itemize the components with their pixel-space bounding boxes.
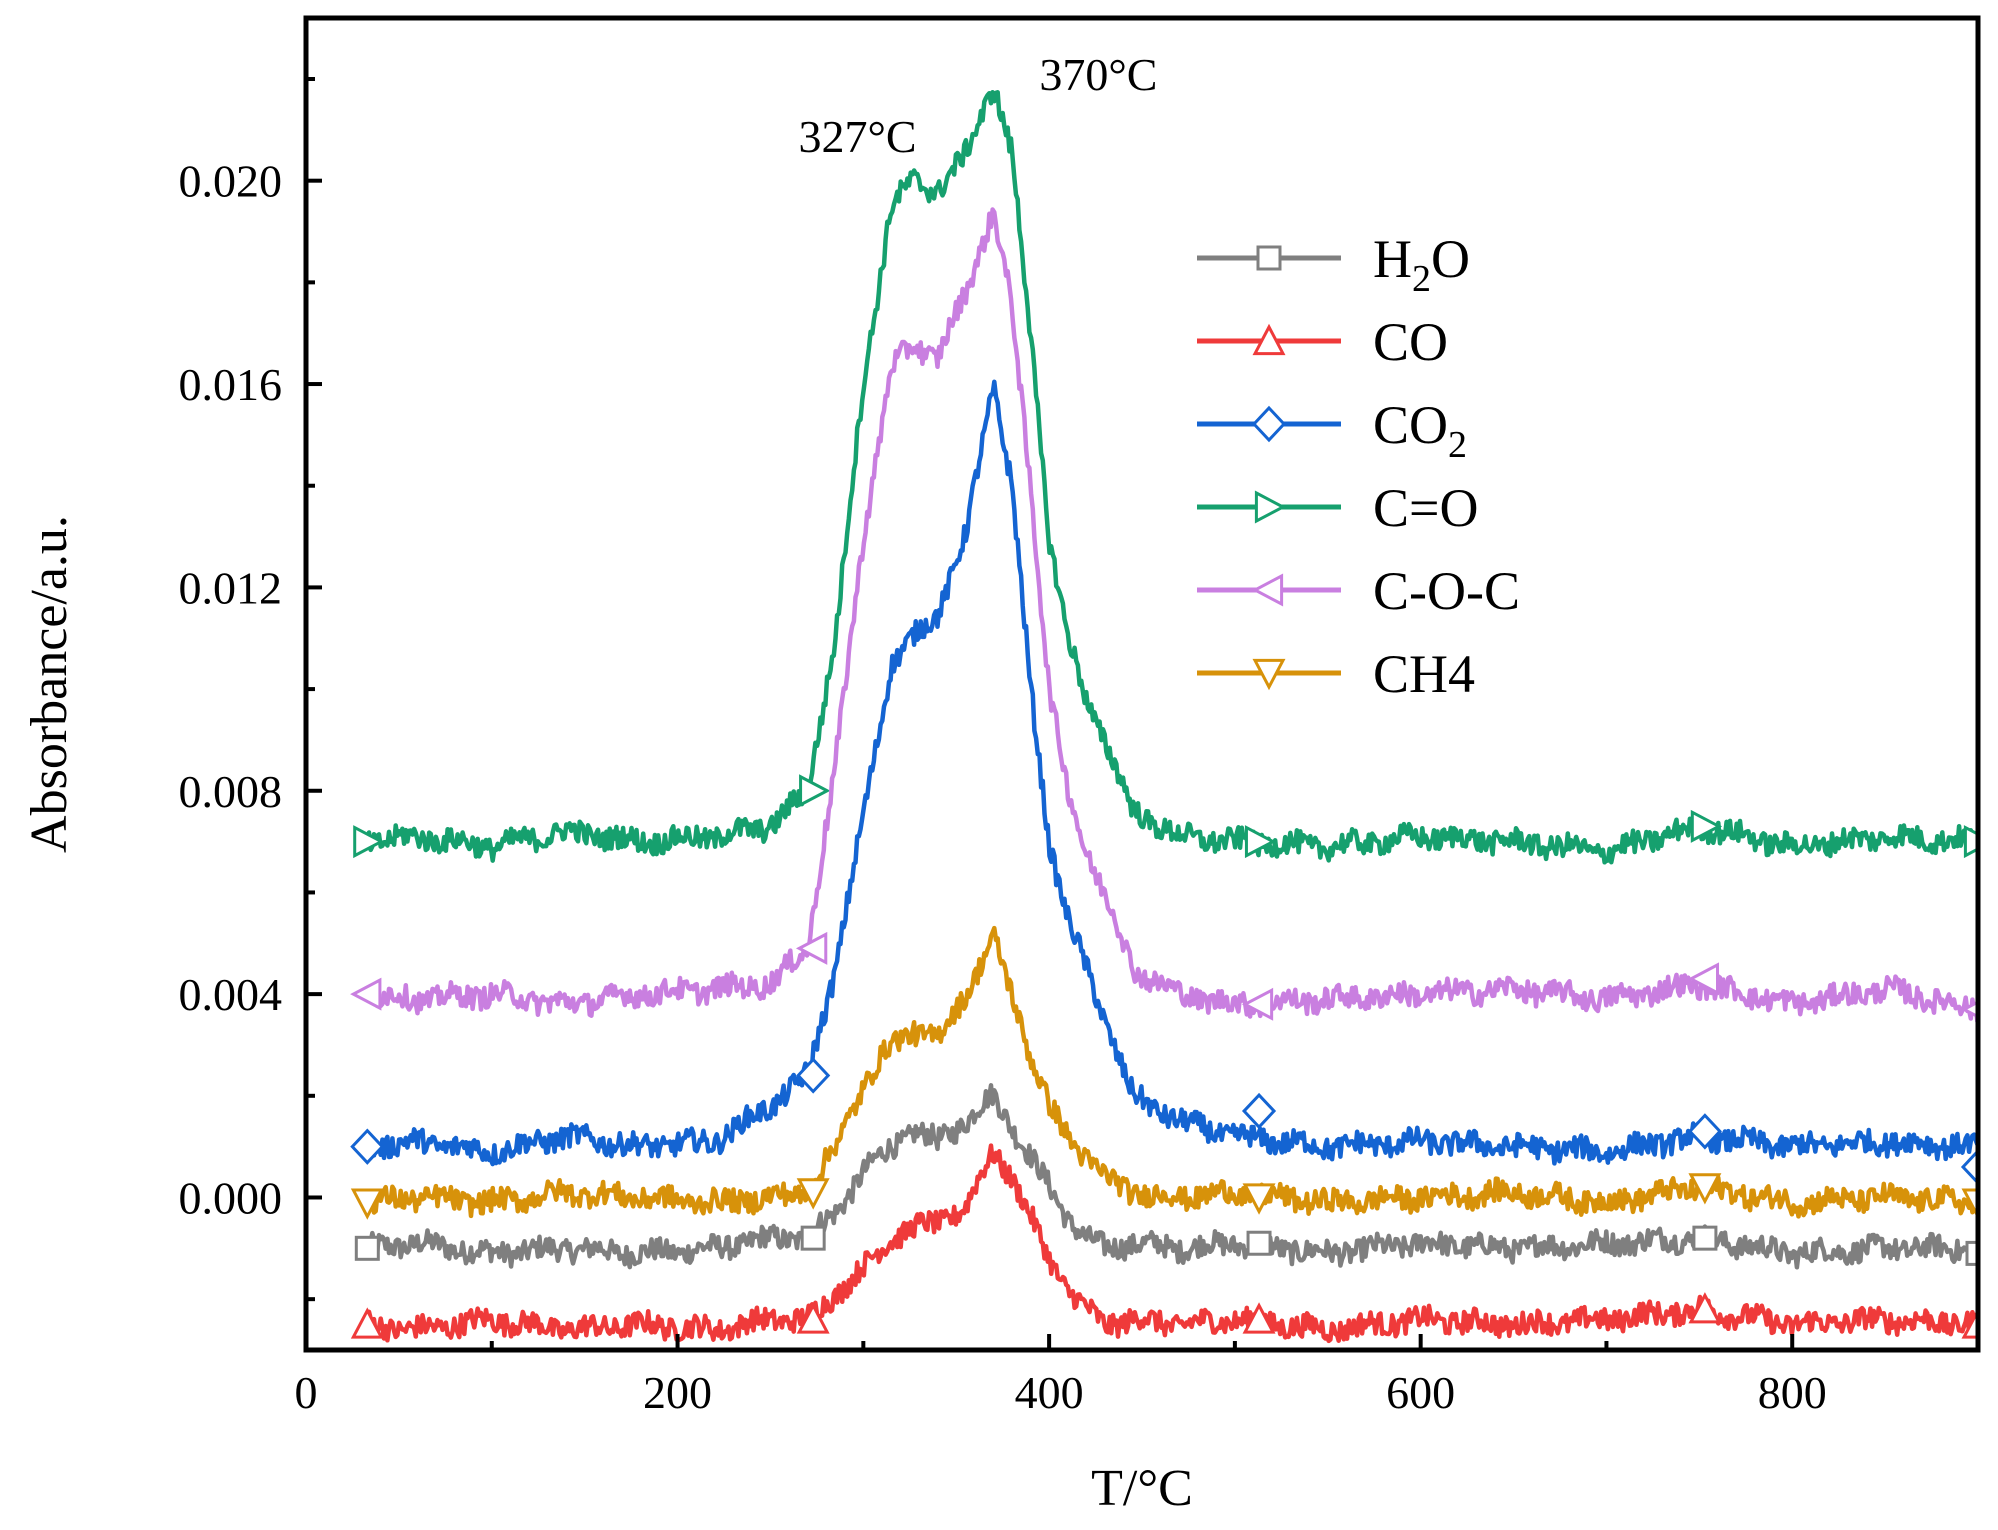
x-tick-label: 0 [295, 1367, 318, 1418]
legend-item-co: CO [1197, 312, 1448, 372]
series-marker-co2 [796, 1057, 831, 1094]
series-marker-co [1961, 1307, 1978, 1339]
series-marker-co2 [350, 1128, 385, 1165]
y-tick-label: 0.000 [179, 1172, 283, 1223]
plot-frame [303, 15, 1981, 1353]
x-tick-label: 600 [1386, 1367, 1455, 1418]
legend-item-ch4: CH4 [1197, 644, 1475, 704]
legend-label-c-o-c: C-O-C [1373, 561, 1520, 621]
legend-item-co2: CO2 [1197, 395, 1467, 466]
series-marker-h2o [1965, 1240, 1978, 1266]
legend-marker-ch4 [1252, 658, 1286, 691]
x-tick-label: 200 [643, 1367, 712, 1418]
series-marker-co2 [1687, 1113, 1722, 1150]
legend-label-h2o: H2O [1373, 229, 1470, 300]
legend-label-co: CO [1373, 312, 1448, 372]
legend-label-ch4: CH4 [1373, 644, 1475, 704]
legend-marker-co2 [1251, 405, 1287, 443]
x-tick-label: 800 [1758, 1367, 1827, 1418]
series-marker-ch4 [1961, 1188, 1978, 1220]
series-marker-co2 [1960, 1148, 1978, 1186]
data-layer [350, 89, 1978, 1344]
series-line-c-o [365, 89, 1978, 865]
series-marker-co [796, 1302, 830, 1334]
series-marker-ch4 [1688, 1173, 1722, 1205]
series-marker-c-o [353, 825, 385, 859]
series-marker-c-o-c [795, 931, 828, 965]
peak-annotation-370-c: 370°C [1039, 49, 1157, 100]
series-marker-c-o-c [1687, 962, 1720, 996]
series-marker-h2o [1692, 1225, 1718, 1251]
series-marker-ch4 [1242, 1183, 1276, 1215]
legend-marker-h2o [1256, 245, 1282, 271]
legend-label-co2: CO2 [1373, 395, 1467, 466]
legend-item-c-o-c: C-O-C [1197, 561, 1520, 621]
series-marker-c-o [1963, 825, 1978, 859]
series-marker-c-o [1690, 809, 1723, 843]
series-marker-co [1242, 1302, 1276, 1334]
legend-item-h2o: H2O [1197, 229, 1470, 300]
legend-label-c-o: C=O [1373, 478, 1478, 538]
x-tick-label: 400 [1015, 1367, 1084, 1418]
legend-marker-co [1252, 323, 1286, 356]
legend: H2O CO CO2 C=O C-O-C CH4 [1197, 229, 1520, 704]
series-marker-c-o-c [350, 977, 382, 1011]
series-marker-co [350, 1307, 384, 1339]
legend-item-c-o: C=O [1197, 478, 1478, 538]
series-marker-ch4 [796, 1178, 830, 1210]
y-tick-label: 0.008 [179, 766, 283, 817]
series-marker-h2o [800, 1225, 826, 1251]
series-marker-h2o [354, 1235, 380, 1261]
series-marker-ch4 [350, 1188, 384, 1220]
series-marker-h2o [1246, 1230, 1272, 1256]
y-tick-label: 0.020 [179, 156, 283, 207]
peak-annotation-327-c: 327°C [798, 111, 916, 162]
legend-marker-c-o [1254, 490, 1287, 524]
series-marker-c-o [1244, 825, 1277, 859]
legend-marker-c-o-c [1251, 573, 1284, 607]
series-marker-co2 [1241, 1092, 1277, 1130]
series-marker-co [1688, 1292, 1722, 1324]
tick-layer: 0 200 400 600 800 0.000 0.004 0.008 0.012 0.016 0.… [179, 77, 1827, 1418]
series-marker-c-o-c [1241, 987, 1274, 1021]
x-axis-title: T/°C [1091, 1460, 1193, 1517]
y-tick-label: 0.012 [179, 562, 283, 613]
y-axis-title: Absorbance/a.u. [21, 515, 78, 853]
series-marker-c-o [799, 774, 831, 808]
y-tick-label: 0.004 [179, 969, 283, 1020]
y-tick-label: 0.016 [179, 359, 283, 410]
